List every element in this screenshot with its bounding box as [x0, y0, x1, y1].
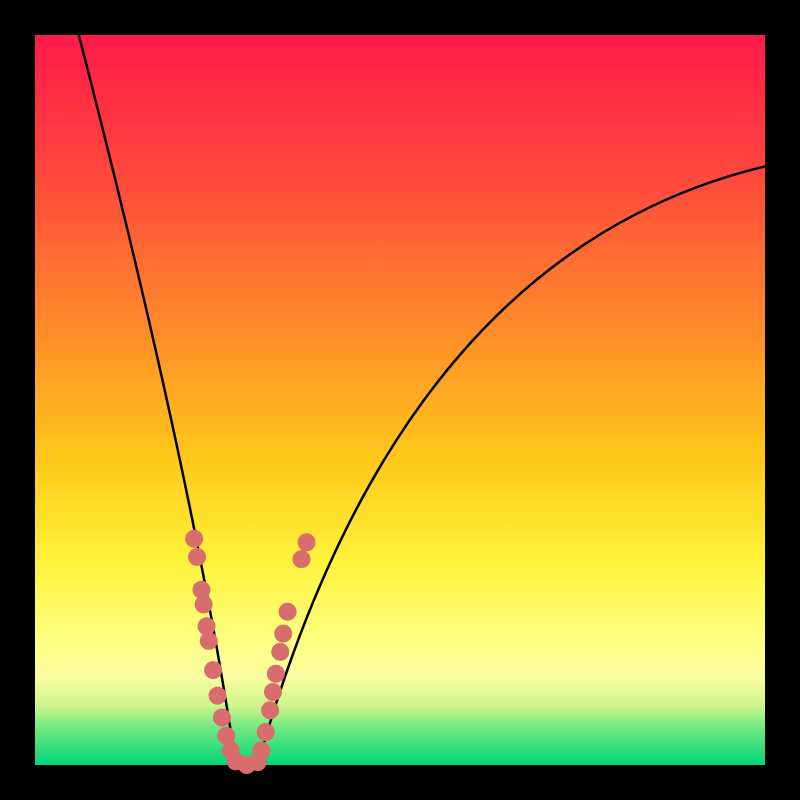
scatter-point	[267, 665, 285, 683]
scatter-point	[195, 595, 213, 613]
bottleneck-chart	[0, 0, 800, 800]
scatter-point	[257, 723, 275, 741]
chart-stage: TheBottleneck.com	[0, 0, 800, 800]
scatter-point	[185, 530, 203, 548]
scatter-point	[279, 603, 297, 621]
scatter-point	[188, 548, 206, 566]
scatter-point	[292, 550, 310, 568]
scatter-point	[274, 625, 292, 643]
scatter-point	[209, 687, 227, 705]
scatter-point	[271, 643, 289, 661]
scatter-point	[200, 632, 218, 650]
scatter-point	[298, 533, 316, 551]
scatter-point	[213, 709, 231, 727]
scatter-point	[261, 701, 279, 719]
scatter-point	[252, 741, 270, 759]
scatter-point	[264, 683, 282, 701]
gradient-background	[35, 35, 765, 765]
scatter-point	[204, 661, 222, 679]
